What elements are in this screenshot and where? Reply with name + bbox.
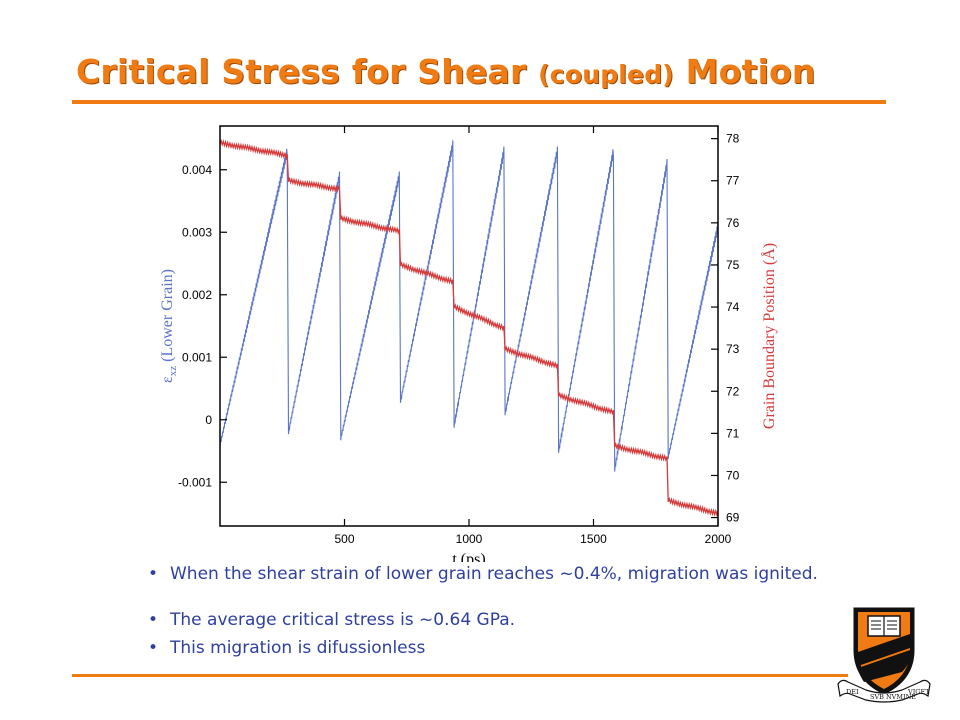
x-tick-label: 1000	[456, 532, 483, 546]
slide-title: Critical Stress for Shear (coupled) Moti…	[76, 52, 816, 91]
title-parenthetical: (coupled)	[538, 60, 674, 89]
x-axis-label: t (ps)	[452, 551, 485, 562]
x-tick-label: 2000	[705, 532, 732, 546]
series-line-strain	[219, 140, 719, 472]
bullet-item: The average critical stress is ~0.64 GPa…	[148, 608, 818, 636]
title-main: Critical Stress for Shear	[76, 52, 539, 91]
title-underline	[72, 100, 886, 104]
y-left-tick-label: -0.001	[178, 475, 212, 489]
svg-text:VIGET: VIGET	[907, 688, 930, 696]
y-left-tick-label: 0.003	[182, 225, 212, 239]
y-left-tick-label: 0	[205, 413, 212, 427]
x-tick-label: 1500	[580, 532, 607, 546]
y-left-label-symbol: ε	[159, 376, 176, 383]
y-left-label-subscript: xz	[167, 366, 179, 377]
y-right-tick-label: 77	[726, 174, 740, 188]
y-right-tick-label: 76	[726, 216, 740, 230]
y-right-tick-label: 74	[726, 300, 740, 314]
title-tail: Motion	[673, 52, 816, 91]
y-left-axis-label: εxz (Lower Grain)	[159, 269, 179, 383]
y-left-tick-label: 0.004	[182, 163, 212, 177]
y-right-tick-label: 78	[726, 132, 740, 146]
y-left-tick-label: 0.001	[182, 350, 212, 364]
y-right-tick-label: 70	[726, 468, 740, 482]
footer-rule	[72, 674, 848, 677]
y-right-tick-label: 71	[726, 426, 740, 440]
plot-frame	[219, 125, 719, 527]
y-right-tick-label: 73	[726, 342, 740, 356]
svg-text:SVB NVMINE: SVB NVMINE	[870, 693, 916, 701]
university-shield-icon: DEI SVB NVMINE VIGET	[837, 607, 931, 703]
y-left-label-text: (Lower Grain)	[159, 269, 176, 366]
x-tick-label: 500	[334, 532, 354, 546]
y-right-tick-label: 72	[726, 384, 740, 398]
series-line-position	[219, 138, 719, 518]
y-right-tick-label: 69	[726, 511, 740, 525]
bullet-list: When the shear strain of lower grain rea…	[148, 566, 818, 664]
bullet-item: This migration is difussionless	[148, 636, 818, 664]
bullet-item: When the shear strain of lower grain rea…	[148, 566, 818, 608]
y-left-tick-label: 0.002	[182, 288, 212, 302]
svg-text:DEI: DEI	[846, 688, 859, 696]
y-right-tick-label: 75	[726, 258, 740, 272]
y-right-axis-label: Grain Boundary Position (Å)	[760, 243, 778, 429]
strain-position-chart: 500 1000 1500 2000 -0.001 0 0.001 0.002 0.003 0.0…	[159, 125, 778, 562]
